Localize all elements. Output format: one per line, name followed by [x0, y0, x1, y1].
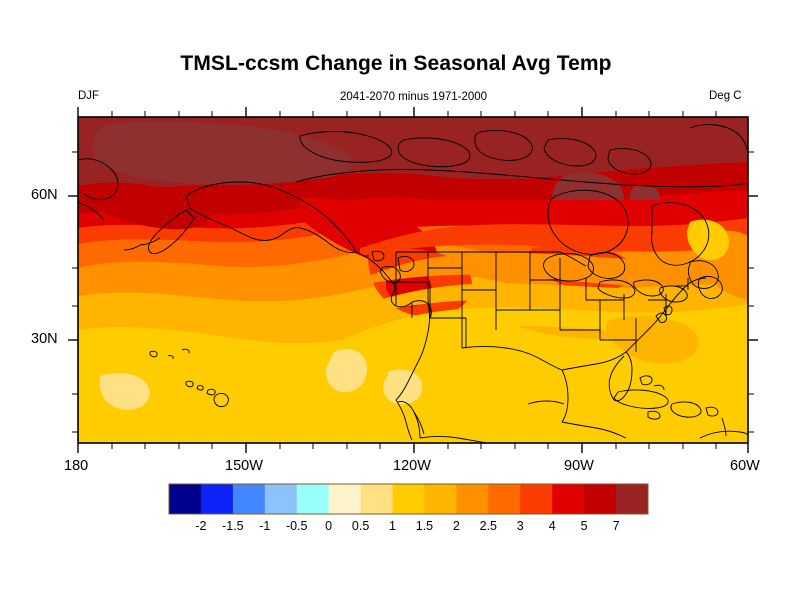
- units-label: Deg C: [709, 90, 742, 102]
- colorbar-tick-label: 2: [452, 519, 460, 533]
- period-subtitle: 2041-2070 minus 1971-2000: [340, 91, 488, 103]
- temperature-contour-bands: [78, 117, 748, 443]
- colorbar-swatch: [360, 484, 393, 514]
- colorbar-swatch: [456, 484, 489, 514]
- colorbar-swatch: [264, 484, 298, 514]
- x-tick-label-60w: 60W: [730, 458, 760, 474]
- x-tick-label-120w: 120W: [393, 458, 431, 474]
- colorbar-swatch: [488, 484, 521, 514]
- colorbar-swatch: [424, 484, 457, 514]
- colorbar-swatch: [520, 484, 553, 514]
- colorbar: [169, 484, 649, 514]
- x-tick-label-150w: 150W: [225, 458, 263, 474]
- y-tick-label-30n: 30N: [31, 331, 58, 347]
- colorbar-tick-label: 3: [516, 519, 524, 533]
- coastline-overlay: [78, 124, 748, 443]
- axis-ticks: [68, 107, 758, 453]
- colorbar-tick-label: 0: [325, 519, 333, 533]
- colorbar-tick-label: -1: [259, 519, 271, 533]
- x-tick-label-180: 180: [64, 458, 89, 474]
- season-label: DJF: [78, 90, 100, 102]
- page-title: TMSL-ccsm Change in Seasonal Avg Temp: [180, 52, 612, 75]
- colorbar-swatch: [296, 484, 330, 514]
- colorbar-swatch: [584, 484, 617, 514]
- colorbar-tick-label: 2.5: [479, 519, 498, 533]
- colorbar-tick-label: -0.5: [285, 519, 308, 533]
- colorbar-tick-label: 0.5: [351, 519, 370, 533]
- colorbar-tick-label: 7: [612, 519, 620, 533]
- colorbar-swatch: [232, 484, 266, 514]
- y-tick-label-60n: 60N: [31, 187, 58, 203]
- colorbar-tick-label: -1.5: [222, 519, 244, 533]
- colorbar-tick-label: 1: [389, 519, 396, 533]
- colorbar-tick-label: 5: [580, 519, 588, 533]
- colorbar-frame: [168, 483, 649, 515]
- colorbar-swatch: [392, 484, 425, 514]
- colorbar-swatch: [200, 484, 234, 514]
- colorbar-swatch: [328, 484, 361, 514]
- colorbar-swatch: [616, 484, 649, 514]
- colorbar-swatch: [552, 484, 585, 514]
- colorbar-tick-label: -2: [195, 519, 207, 533]
- colorbar-tick-label: 4: [548, 519, 556, 533]
- colorbar-swatch: [169, 484, 202, 514]
- plot-frame: [77, 116, 749, 444]
- x-tick-label-90w: 90W: [564, 458, 594, 474]
- colorbar-tick-label: 1.5: [415, 519, 434, 533]
